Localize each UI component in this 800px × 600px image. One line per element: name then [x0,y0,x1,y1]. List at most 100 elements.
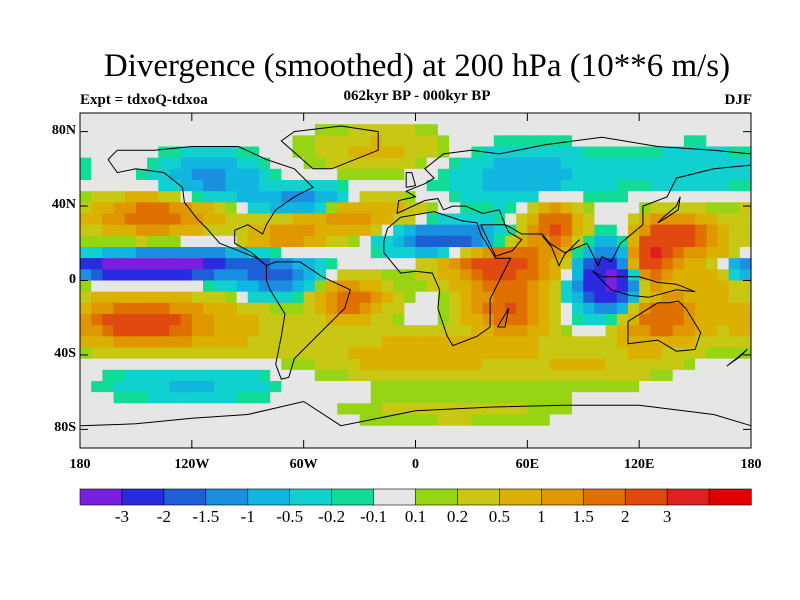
field-cell [482,425,495,438]
colorbar-tick-label: -2 [156,507,171,526]
field-cell [516,135,528,148]
field-cell [147,381,159,393]
field-cell [504,124,517,136]
field-cell [102,124,115,136]
field-cell [482,314,495,326]
field-cell [717,436,730,449]
field-cell [303,146,316,159]
field-cell [516,414,528,427]
field-cell [449,291,461,304]
lon-tick-label: 120W [174,457,210,472]
field-cell [370,302,383,315]
field-cell [158,436,171,449]
colorbar-swatch [415,488,459,506]
field-cell [393,124,405,136]
field-cell [437,314,450,326]
field-cell [560,302,573,315]
field-cell [147,224,159,237]
field-cell [639,135,651,148]
field-cell [203,347,215,360]
field-cell [538,235,551,248]
field-cell [348,403,361,416]
field-cell [739,213,752,226]
field-cell [214,213,226,226]
field-cell [739,135,752,148]
field-cell [538,135,551,148]
field-cell [516,224,528,237]
field-cell [639,302,651,315]
field-cell [650,269,663,282]
field-cell [650,258,663,270]
field-cell [158,191,171,203]
field-cell [359,336,372,349]
field-cell [214,235,226,248]
field-cell [169,425,182,438]
field-cell [560,224,573,237]
field-cell [583,168,596,181]
field-cell [348,336,361,349]
field-cell [471,280,484,293]
field-cell [135,224,148,237]
field-cell [616,258,629,270]
field-cell [426,314,439,326]
field-cell [147,235,159,248]
field-cell [314,291,327,304]
field-cell [91,358,103,371]
field-cell [549,291,562,304]
field-cell [639,358,651,371]
field-cell [426,224,439,237]
field-cell [426,436,439,449]
field-cell [739,247,752,259]
field-cell [627,425,640,438]
field-cell [191,235,204,248]
field-cell [303,213,316,226]
field-cell [80,113,92,125]
field-cell [538,414,551,427]
field-cell [91,157,103,170]
field-cell [102,213,115,226]
field-cell [572,280,584,293]
field-cell [337,425,349,438]
field-cell [258,269,271,282]
field-cell [516,269,528,282]
field-cell [482,414,495,427]
field-cell [583,113,596,125]
field-cell [326,280,338,293]
field-cell [728,291,741,304]
field-cell [236,124,249,136]
field-cell [728,302,741,315]
field-cell [124,269,137,282]
field-cell [627,213,640,226]
field-cell [247,157,260,170]
field-cell [471,247,484,259]
field-cell [594,235,607,248]
field-cell [102,146,115,159]
colorbar-swatch [121,488,165,506]
field-cell [527,269,540,282]
field-cell [516,202,528,215]
field-cell [728,392,741,404]
field-cell [169,291,182,304]
field-cell [560,269,573,282]
field-cell [482,436,495,449]
field-cell [80,381,92,393]
field-cell [426,180,439,192]
field-cell [460,381,473,393]
field-cell [616,403,629,416]
field-cell [158,425,171,438]
field-cell [639,414,651,427]
field-cell [661,124,674,136]
field-cell [91,302,103,315]
field-cell [258,124,271,136]
field-cell [560,325,573,337]
field-cell [650,202,663,215]
field-cell [583,157,596,170]
field-cell [460,269,473,282]
field-cell [527,180,540,192]
field-cell [471,403,484,416]
field-cell [404,336,417,349]
field-cell [348,202,361,215]
field-cell [303,168,316,181]
field-cell [158,258,171,270]
field-cell [583,436,596,449]
